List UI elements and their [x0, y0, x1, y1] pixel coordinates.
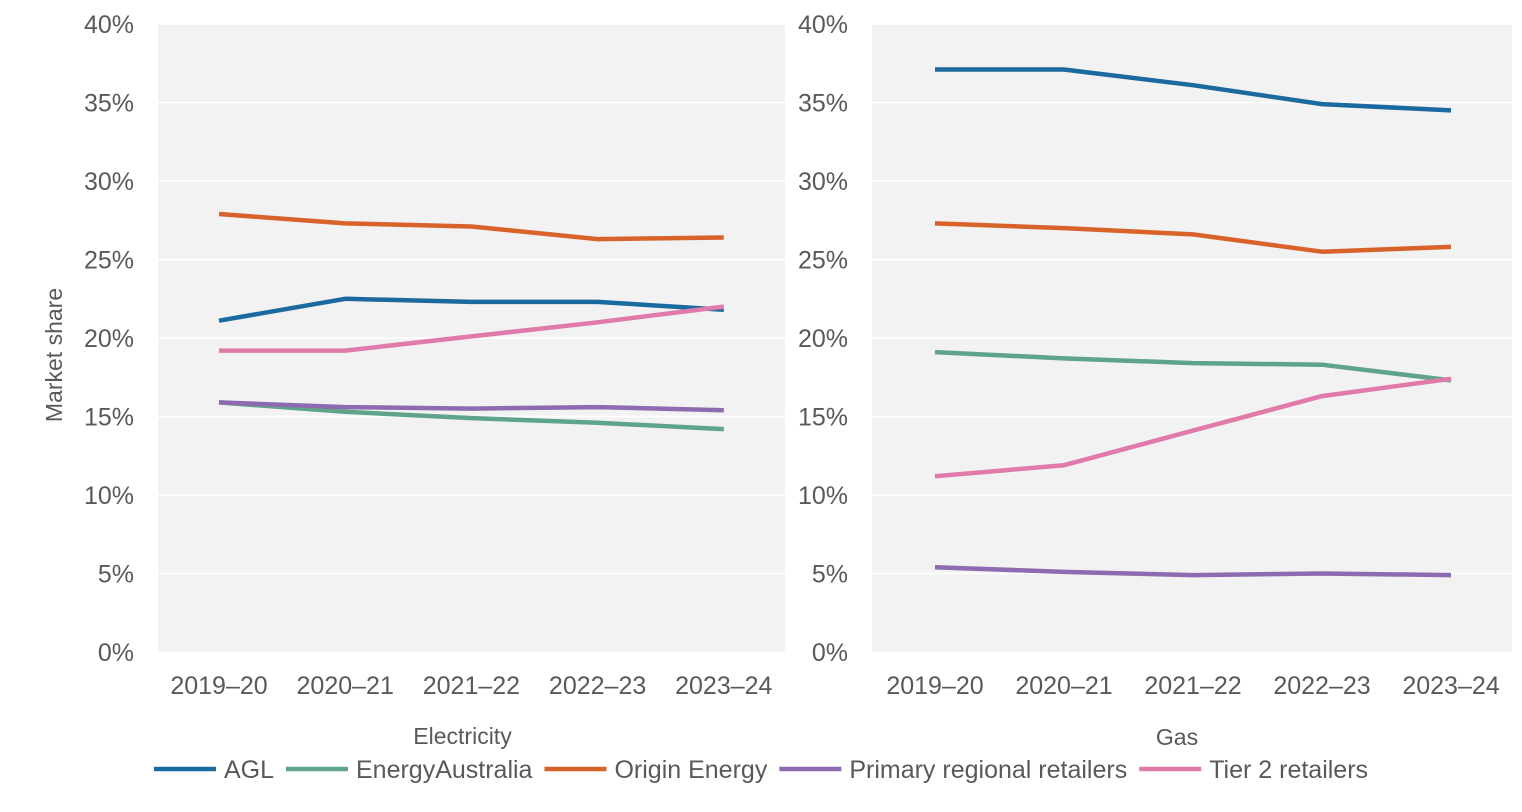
series-line-energyaustralia	[934, 349, 1452, 383]
y-tick-label: 15%	[84, 404, 134, 432]
y-tick-label: 25%	[798, 247, 848, 275]
x-tick-label: 2021–22	[423, 672, 520, 700]
y-tick-label: 0%	[98, 639, 134, 667]
legend-label: AGL	[224, 756, 274, 784]
y-tick-label: 30%	[84, 168, 134, 196]
y-tick-label: 15%	[798, 404, 848, 432]
x-tick-label: 2023–24	[1402, 672, 1499, 700]
y-tick-label: 30%	[798, 168, 848, 196]
series-line-agl	[935, 67, 1452, 113]
series-line-primary-regional-retailers	[934, 564, 1452, 578]
series-line-tier-2-retailers	[219, 304, 725, 353]
panel-electricity: 0% 5% 10% 15% 20% 25% 30% 35% 40% 2019–20 2020–21 2…	[84, 11, 785, 749]
y-tick-label: 0%	[812, 639, 848, 667]
x-tick-label: 2023–24	[675, 672, 772, 700]
x-tick-label: 2022–23	[1273, 672, 1370, 700]
x-axis-title: Gas	[1156, 724, 1198, 750]
y-tick-label: 20%	[84, 325, 134, 353]
series-line-origin-energy	[218, 211, 724, 242]
y-tick-label: 10%	[84, 482, 134, 510]
legend-label: Tier 2 retailers	[1209, 756, 1368, 784]
y-tick-label: 35%	[798, 90, 848, 118]
y-tick-label: 35%	[84, 90, 134, 118]
y-tick-label: 5%	[98, 561, 134, 589]
series-line-agl	[218, 296, 724, 323]
series-line-tier-2-retailers	[934, 376, 1452, 479]
x-tick-label: 2022–23	[549, 672, 646, 700]
panel-gas: 0% 5% 10% 15% 20% 25% 30% 35% 40% 2019–20 2020–21 2…	[798, 11, 1512, 750]
y-axis-title: Market share	[41, 288, 67, 422]
chart-panels: 0% 5% 10% 15% 20% 25% 30% 35% 40% 2019–20 2020–21 2…	[84, 11, 1512, 750]
series-line-origin-energy	[934, 221, 1452, 254]
series-line-primary-regional-retailers	[218, 400, 724, 413]
legend-label: EnergyAustralia	[356, 756, 533, 784]
legend-label: Origin Energy	[614, 756, 767, 784]
x-tick-label: 2020–21	[297, 672, 394, 700]
legend-item-origin-energy: Origin Energy	[544, 756, 768, 784]
y-tick-label: 5%	[812, 561, 848, 589]
y-tick-label: 40%	[84, 11, 134, 39]
legend-item-energyaustralia: EnergyAustralia	[285, 756, 533, 784]
y-tick-label: 10%	[798, 482, 848, 510]
x-tick-label: 2020–21	[1015, 672, 1112, 700]
y-tick-label: 40%	[798, 11, 848, 39]
y-tick-label: 20%	[798, 325, 848, 353]
x-axis-title: Electricity	[413, 723, 512, 749]
x-tick-label: 2021–22	[1144, 672, 1241, 700]
legend-label: Primary regional retailers	[849, 756, 1127, 784]
series-line-energyaustralia	[218, 400, 724, 432]
legend-item-agl: AGL	[153, 756, 274, 784]
y-tick-label: 25%	[84, 247, 134, 275]
legend: AGL EnergyAustralia Origin Energy Primary r…	[153, 756, 1368, 784]
legend-item-tier-2-retailers: Tier 2 retailers	[1139, 756, 1368, 784]
x-tick-label: 2019–20	[170, 672, 267, 700]
x-tick-label: 2019–20	[886, 672, 983, 700]
legend-item-primary-regional-retailers: Primary regional retailers	[779, 756, 1127, 784]
